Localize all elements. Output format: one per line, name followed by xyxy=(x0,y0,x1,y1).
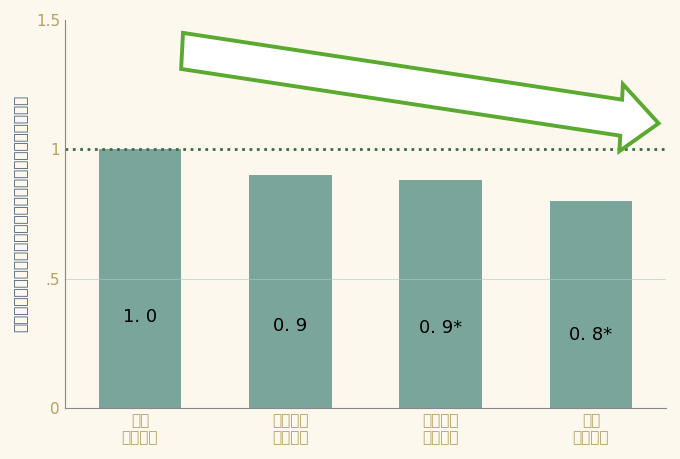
Bar xyxy=(249,175,332,408)
Text: 0. 9: 0. 9 xyxy=(273,317,307,336)
Text: 0. 8*: 0. 8* xyxy=(569,326,613,344)
Polygon shape xyxy=(181,33,659,151)
Y-axis label: 動物上皮特異的ＩげＥ抗体高濃度グループへのなりやすさ: 動物上皮特異的ＩげＥ抗体高濃度グループへのなりやすさ xyxy=(14,95,29,332)
Text: 1. 0: 1. 0 xyxy=(123,308,157,326)
Text: 0. 9*: 0. 9* xyxy=(419,319,462,337)
Bar xyxy=(549,201,632,408)
Bar xyxy=(99,149,182,408)
Bar xyxy=(399,180,482,408)
